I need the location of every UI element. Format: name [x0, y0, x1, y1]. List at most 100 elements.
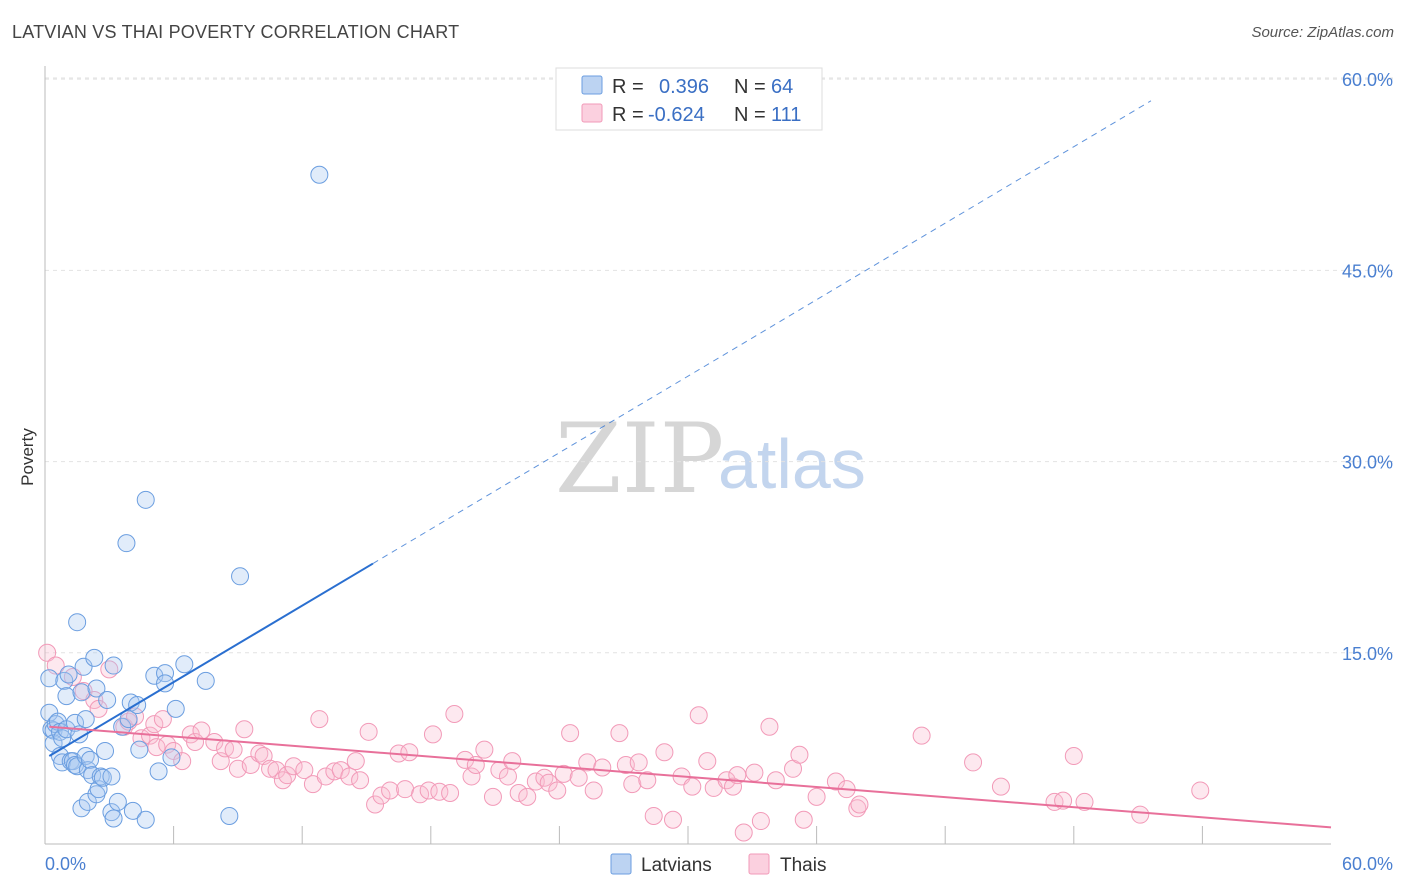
thai-n-label: N =	[734, 104, 766, 126]
thai-point	[498, 767, 517, 786]
thai-point	[964, 753, 983, 772]
latvian-point	[123, 801, 142, 820]
thai-point	[310, 710, 329, 729]
latvian-point	[102, 803, 121, 822]
thai-points	[38, 643, 1210, 842]
thai-point	[316, 767, 335, 786]
thai-point	[441, 784, 460, 803]
thai-point	[205, 733, 224, 752]
latvian-point	[85, 648, 104, 667]
x-tick-label: 60.0%	[1342, 854, 1393, 874]
thai-point	[584, 781, 603, 800]
thai-point	[850, 795, 869, 814]
latvian-n-label: N =	[734, 76, 766, 98]
thai-point	[751, 812, 770, 831]
chart-title: LATVIAN VS THAI POVERTY CORRELATION CHAR…	[12, 22, 460, 42]
thai-point	[267, 761, 286, 780]
thai-point	[284, 757, 303, 776]
thai-point	[261, 759, 280, 778]
thai-point	[1064, 747, 1083, 766]
source-label: Source: ZipAtlas.com	[1251, 24, 1394, 41]
legend: Latvians Thais	[610, 853, 826, 876]
thai-point	[396, 780, 415, 799]
thai-point	[745, 763, 764, 782]
thai-point	[1191, 781, 1210, 800]
thai-point	[278, 766, 297, 785]
latvian-trend-extension	[372, 100, 1152, 564]
latvian-point	[310, 165, 329, 184]
thai-point	[518, 787, 537, 806]
latvian-point	[117, 534, 136, 553]
tick-labels: 15.0% 30.0% 45.0% 60.0% 0.0% 60.0%	[45, 70, 1393, 874]
thai-point	[147, 738, 166, 757]
thai-point	[610, 724, 629, 743]
y-tick-label: 60.0%	[1342, 70, 1393, 90]
thai-point	[509, 784, 528, 803]
latvian-trend-line	[48, 562, 374, 757]
thai-point	[554, 764, 573, 783]
latvian-point	[74, 657, 93, 676]
latvian-point	[87, 679, 106, 698]
thai-point	[663, 810, 682, 829]
thai-point	[991, 777, 1010, 796]
thai-point	[423, 725, 442, 744]
thai-point	[173, 752, 192, 771]
thai-point	[462, 767, 481, 786]
thai-point	[790, 745, 809, 764]
latvian-n-value: 64	[771, 76, 793, 98]
thai-point	[1054, 791, 1073, 810]
latvian-point	[104, 809, 123, 828]
thai-point	[359, 722, 378, 741]
latvian-r-value: 0.396	[659, 76, 709, 98]
latvian-point	[98, 690, 117, 709]
latvian-point	[136, 810, 155, 829]
thai-point	[351, 771, 370, 790]
latvian-point	[156, 674, 175, 693]
thai-point	[340, 767, 359, 786]
latvian-point	[113, 717, 132, 736]
latvian-point	[231, 567, 250, 586]
thai-point	[734, 823, 753, 842]
thai-point	[728, 766, 747, 785]
thai-point	[1075, 792, 1094, 811]
latvian-point	[81, 750, 100, 769]
thai-r-value: -0.624	[648, 104, 705, 126]
latvian-point	[162, 748, 181, 767]
thai-point	[381, 781, 400, 800]
thai-point	[503, 752, 522, 771]
thai-point	[295, 761, 314, 780]
watermark: ZIP atlas	[555, 403, 866, 515]
thai-point	[235, 720, 254, 739]
latvian-point	[104, 656, 123, 675]
latvian-point	[156, 664, 175, 683]
y-tick-label: 15.0%	[1342, 644, 1393, 664]
legend-thai-swatch	[748, 853, 770, 875]
thai-point	[526, 772, 545, 791]
thai-point	[561, 724, 580, 743]
latvian-point	[108, 792, 127, 811]
thai-point	[807, 787, 826, 806]
thai-point	[826, 772, 845, 791]
y-axis-label: Poverty	[18, 428, 37, 486]
latvian-point	[145, 666, 164, 685]
stats-box: R = 0.396 N = 64 R = -0.624 N = 111	[555, 67, 823, 131]
legend-latvian-label: Latvians	[641, 855, 712, 876]
latvian-point	[166, 699, 185, 718]
thai-point	[638, 771, 657, 790]
grid	[45, 77, 1395, 654]
thai-point	[400, 743, 419, 762]
thai-point	[346, 752, 365, 771]
latvian-swatch	[581, 75, 603, 95]
thai-point	[475, 740, 494, 759]
thai-point	[689, 706, 708, 725]
latvian-point	[196, 671, 215, 690]
thai-point	[1131, 805, 1150, 824]
thai-point	[912, 726, 931, 745]
latvian-point	[136, 490, 155, 509]
thai-n-value: 111	[771, 104, 801, 126]
thai-point	[698, 752, 717, 771]
thai-point	[655, 743, 674, 762]
trend-lines	[48, 100, 1332, 829]
latvian-point	[59, 665, 78, 684]
